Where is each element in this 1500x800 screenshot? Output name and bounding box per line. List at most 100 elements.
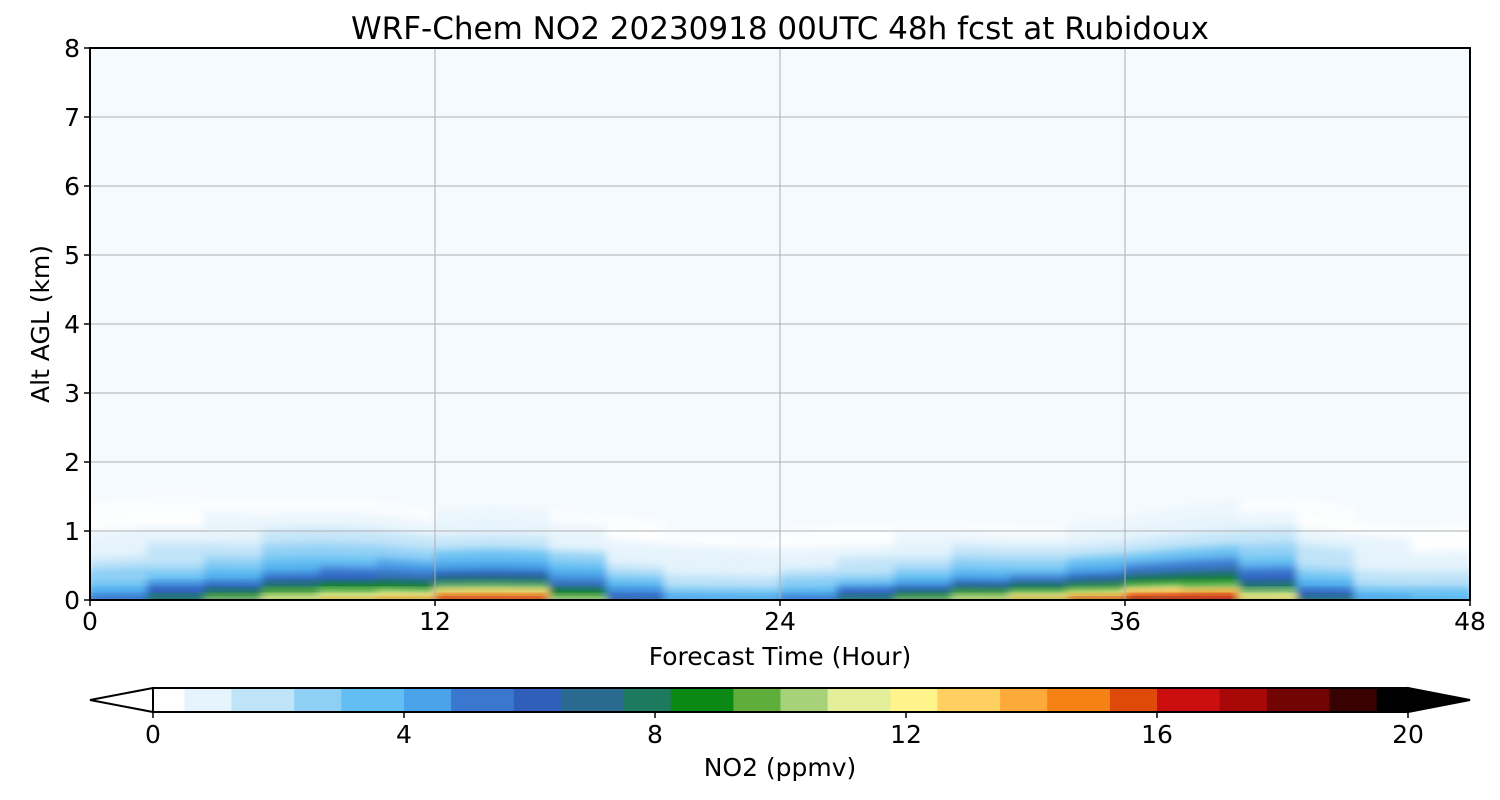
colorbar-segment [1392, 688, 1409, 712]
colorbar-segment [498, 688, 515, 712]
colorbar-segment [1251, 688, 1268, 712]
colorbar-segment [419, 688, 436, 712]
colorbar-segment [686, 688, 703, 712]
plot-area [89, 47, 1471, 601]
colorbar-segment [827, 688, 844, 712]
colorbar-segment [843, 688, 860, 712]
y-tick-label: 5 [64, 241, 80, 270]
x-tick-label: 0 [82, 607, 98, 636]
colorbar-segment [670, 688, 687, 712]
colorbar-segment [623, 688, 640, 712]
colorbar-segment [184, 688, 201, 712]
colorbar-segment [341, 688, 358, 712]
colorbar-segment [1172, 688, 1189, 712]
colorbar-frame [152, 687, 1409, 713]
colorbar-segment [388, 688, 405, 712]
colorbar-label: NO2 (ppmv) [704, 753, 857, 782]
colorbar-segment [858, 688, 876, 712]
colorbar-tick-label: 4 [396, 720, 412, 749]
colorbar-segment [466, 688, 484, 712]
colorbar-segment [1047, 688, 1064, 712]
y-tick-label: 6 [64, 172, 80, 201]
y-axis: 0 1 2 3 4 5 6 7 8 [64, 34, 90, 615]
x-tick-label: 24 [764, 607, 796, 636]
colorbar-segment [1078, 688, 1095, 712]
colorbar-segment [1282, 688, 1299, 712]
colorbar-segment [906, 688, 923, 712]
colorbar-segment [749, 688, 766, 712]
x-axis-label: Forecast Time (Hour) [649, 642, 912, 671]
colorbar-segment [356, 688, 374, 712]
colorbar-segment [592, 688, 609, 712]
y-tick-label: 3 [64, 379, 80, 408]
colorbar-segment [325, 688, 342, 712]
colorbar-segment [1219, 688, 1237, 712]
colorbar-segment [545, 688, 562, 712]
colorbar-segment [1000, 688, 1017, 712]
colorbar-tick-label: 20 [1392, 720, 1424, 749]
colorbar-segment [1125, 688, 1142, 712]
colorbar-segment [607, 688, 625, 712]
x-tick-label: 48 [1454, 607, 1486, 636]
colorbar-min-extend [89, 686, 154, 714]
y-tick-label: 0 [64, 586, 80, 615]
colorbar-segment [451, 688, 468, 712]
colorbar-segment [1345, 688, 1362, 712]
colorbar-segment [968, 688, 986, 712]
colorbar-segment [702, 688, 719, 712]
colorbar-tick-label: 12 [890, 720, 922, 749]
colorbar-segment [576, 688, 593, 712]
colorbar-segment [874, 688, 891, 712]
colorbar-segment [372, 688, 389, 712]
colorbar-tick-label: 16 [1141, 720, 1173, 749]
colorbar-segment [811, 688, 829, 712]
colorbar-segment [1157, 688, 1174, 712]
colorbar-segment [560, 688, 578, 712]
colorbar-segment [764, 688, 782, 712]
colorbar-segment [1266, 688, 1284, 712]
colorbar-segment [890, 688, 907, 712]
colorbar-segment [733, 688, 750, 712]
colorbar-tick-label: 0 [145, 720, 161, 749]
colorbar-segment [231, 688, 248, 712]
colorbar-segment [513, 688, 531, 712]
colorbar-segment [639, 688, 656, 712]
colorbar-segment [1360, 688, 1378, 712]
colorbar-segment [655, 688, 672, 712]
colorbar-segment [309, 688, 327, 712]
colorbar [89, 686, 1471, 714]
colorbar-segment [953, 688, 970, 712]
colorbar-max-extend [1407, 686, 1471, 714]
no2-field [90, 496, 1470, 600]
colorbar-segment [168, 688, 185, 712]
colorbar-segment [153, 688, 170, 712]
colorbar-ticks: 0 4 8 12 16 20 [145, 712, 1424, 749]
y-tick-label: 2 [64, 448, 80, 477]
colorbar-segment [1204, 688, 1221, 712]
colorbar-segment [482, 688, 499, 712]
colorbar-segment [780, 688, 797, 712]
colorbar-segment [247, 688, 264, 712]
colorbar-segment [796, 688, 813, 712]
colorbar-segment [1313, 688, 1331, 712]
colorbar-segment [1188, 688, 1205, 712]
colorbar-segment [262, 688, 280, 712]
colorbar-segment [1329, 688, 1346, 712]
colorbar-segment [294, 688, 311, 712]
colorbar-segment [1015, 688, 1033, 712]
y-tick-label: 1 [64, 517, 80, 546]
colorbar-segment [435, 688, 452, 712]
colorbar-tick-label: 8 [647, 720, 663, 749]
colorbar-segment [1235, 688, 1252, 712]
colorbar-segment [921, 688, 938, 712]
colorbar-segment [717, 688, 735, 712]
colorbar-segment [1376, 688, 1393, 712]
chart-title: WRF-Chem NO2 20230918 00UTC 48h fcst at … [351, 11, 1209, 47]
colorbar-segment [278, 688, 295, 712]
colorbar-segment [1109, 688, 1127, 712]
colorbar-segment [529, 688, 546, 712]
colorbar-segment [1094, 688, 1111, 712]
colorbar-segment [1298, 688, 1315, 712]
colorbar-segment [937, 688, 954, 712]
